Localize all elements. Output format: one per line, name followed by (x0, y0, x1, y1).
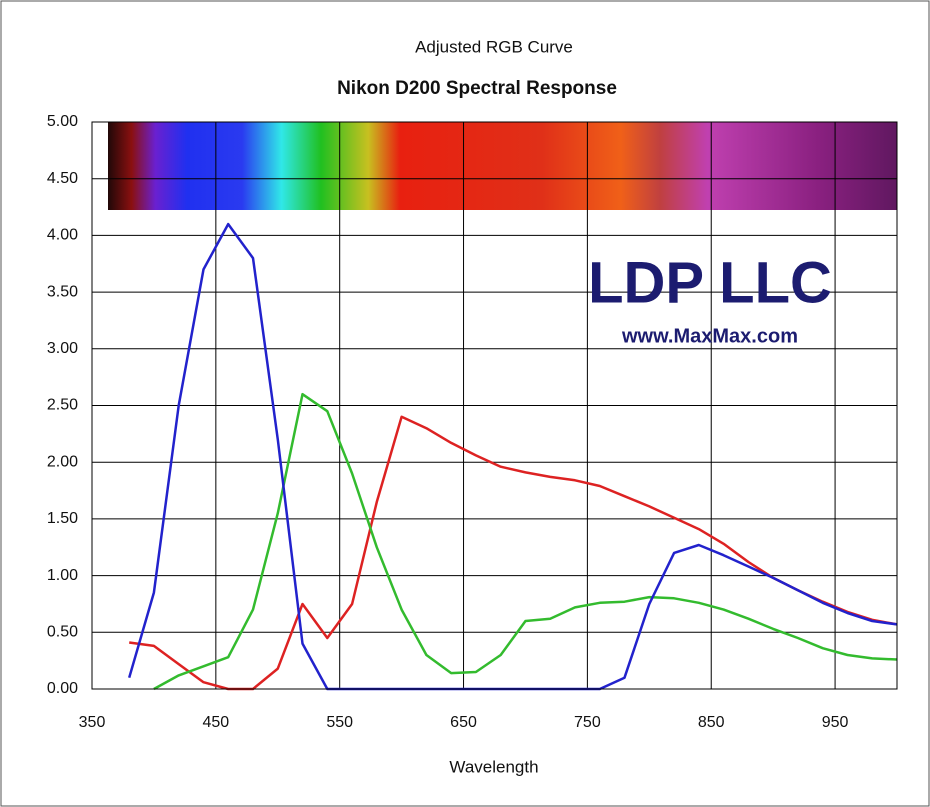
x-tick-label: 850 (698, 714, 725, 731)
chart-title: Adjusted RGB Curve (415, 37, 573, 56)
spectrum-band (108, 122, 897, 210)
watermark: LDP LLC (588, 250, 832, 315)
y-tick-label: 0.00 (47, 680, 78, 697)
x-tick-label: 950 (822, 714, 849, 731)
plot-border (91, 121, 898, 690)
y-tick-label: 3.00 (47, 340, 78, 357)
y-tick-label: 4.50 (47, 170, 78, 187)
x-tick-label: 550 (326, 714, 353, 731)
y-tick-label: 5.00 (47, 113, 78, 130)
x-tick-label: 650 (450, 714, 477, 731)
y-tick-label: 4.00 (47, 227, 78, 244)
x-tick-label: 750 (574, 714, 601, 731)
x-axis-label: Wavelength (449, 757, 538, 776)
watermark-url: www.MaxMax.com (621, 325, 798, 347)
series-line (153, 392, 898, 691)
y-tick-label: 1.00 (47, 567, 78, 584)
y-tick-label: 1.50 (47, 510, 78, 527)
x-tick-label: 450 (202, 714, 229, 731)
chart-subtitle: Nikon D200 Spectral Response (337, 78, 617, 99)
x-tick-label: 350 (79, 714, 106, 731)
y-tick-label: 2.50 (47, 397, 78, 414)
y-tick-label: 3.50 (47, 283, 78, 300)
y-tick-label: 2.00 (47, 453, 78, 470)
y-tick-label: 0.50 (47, 624, 78, 641)
